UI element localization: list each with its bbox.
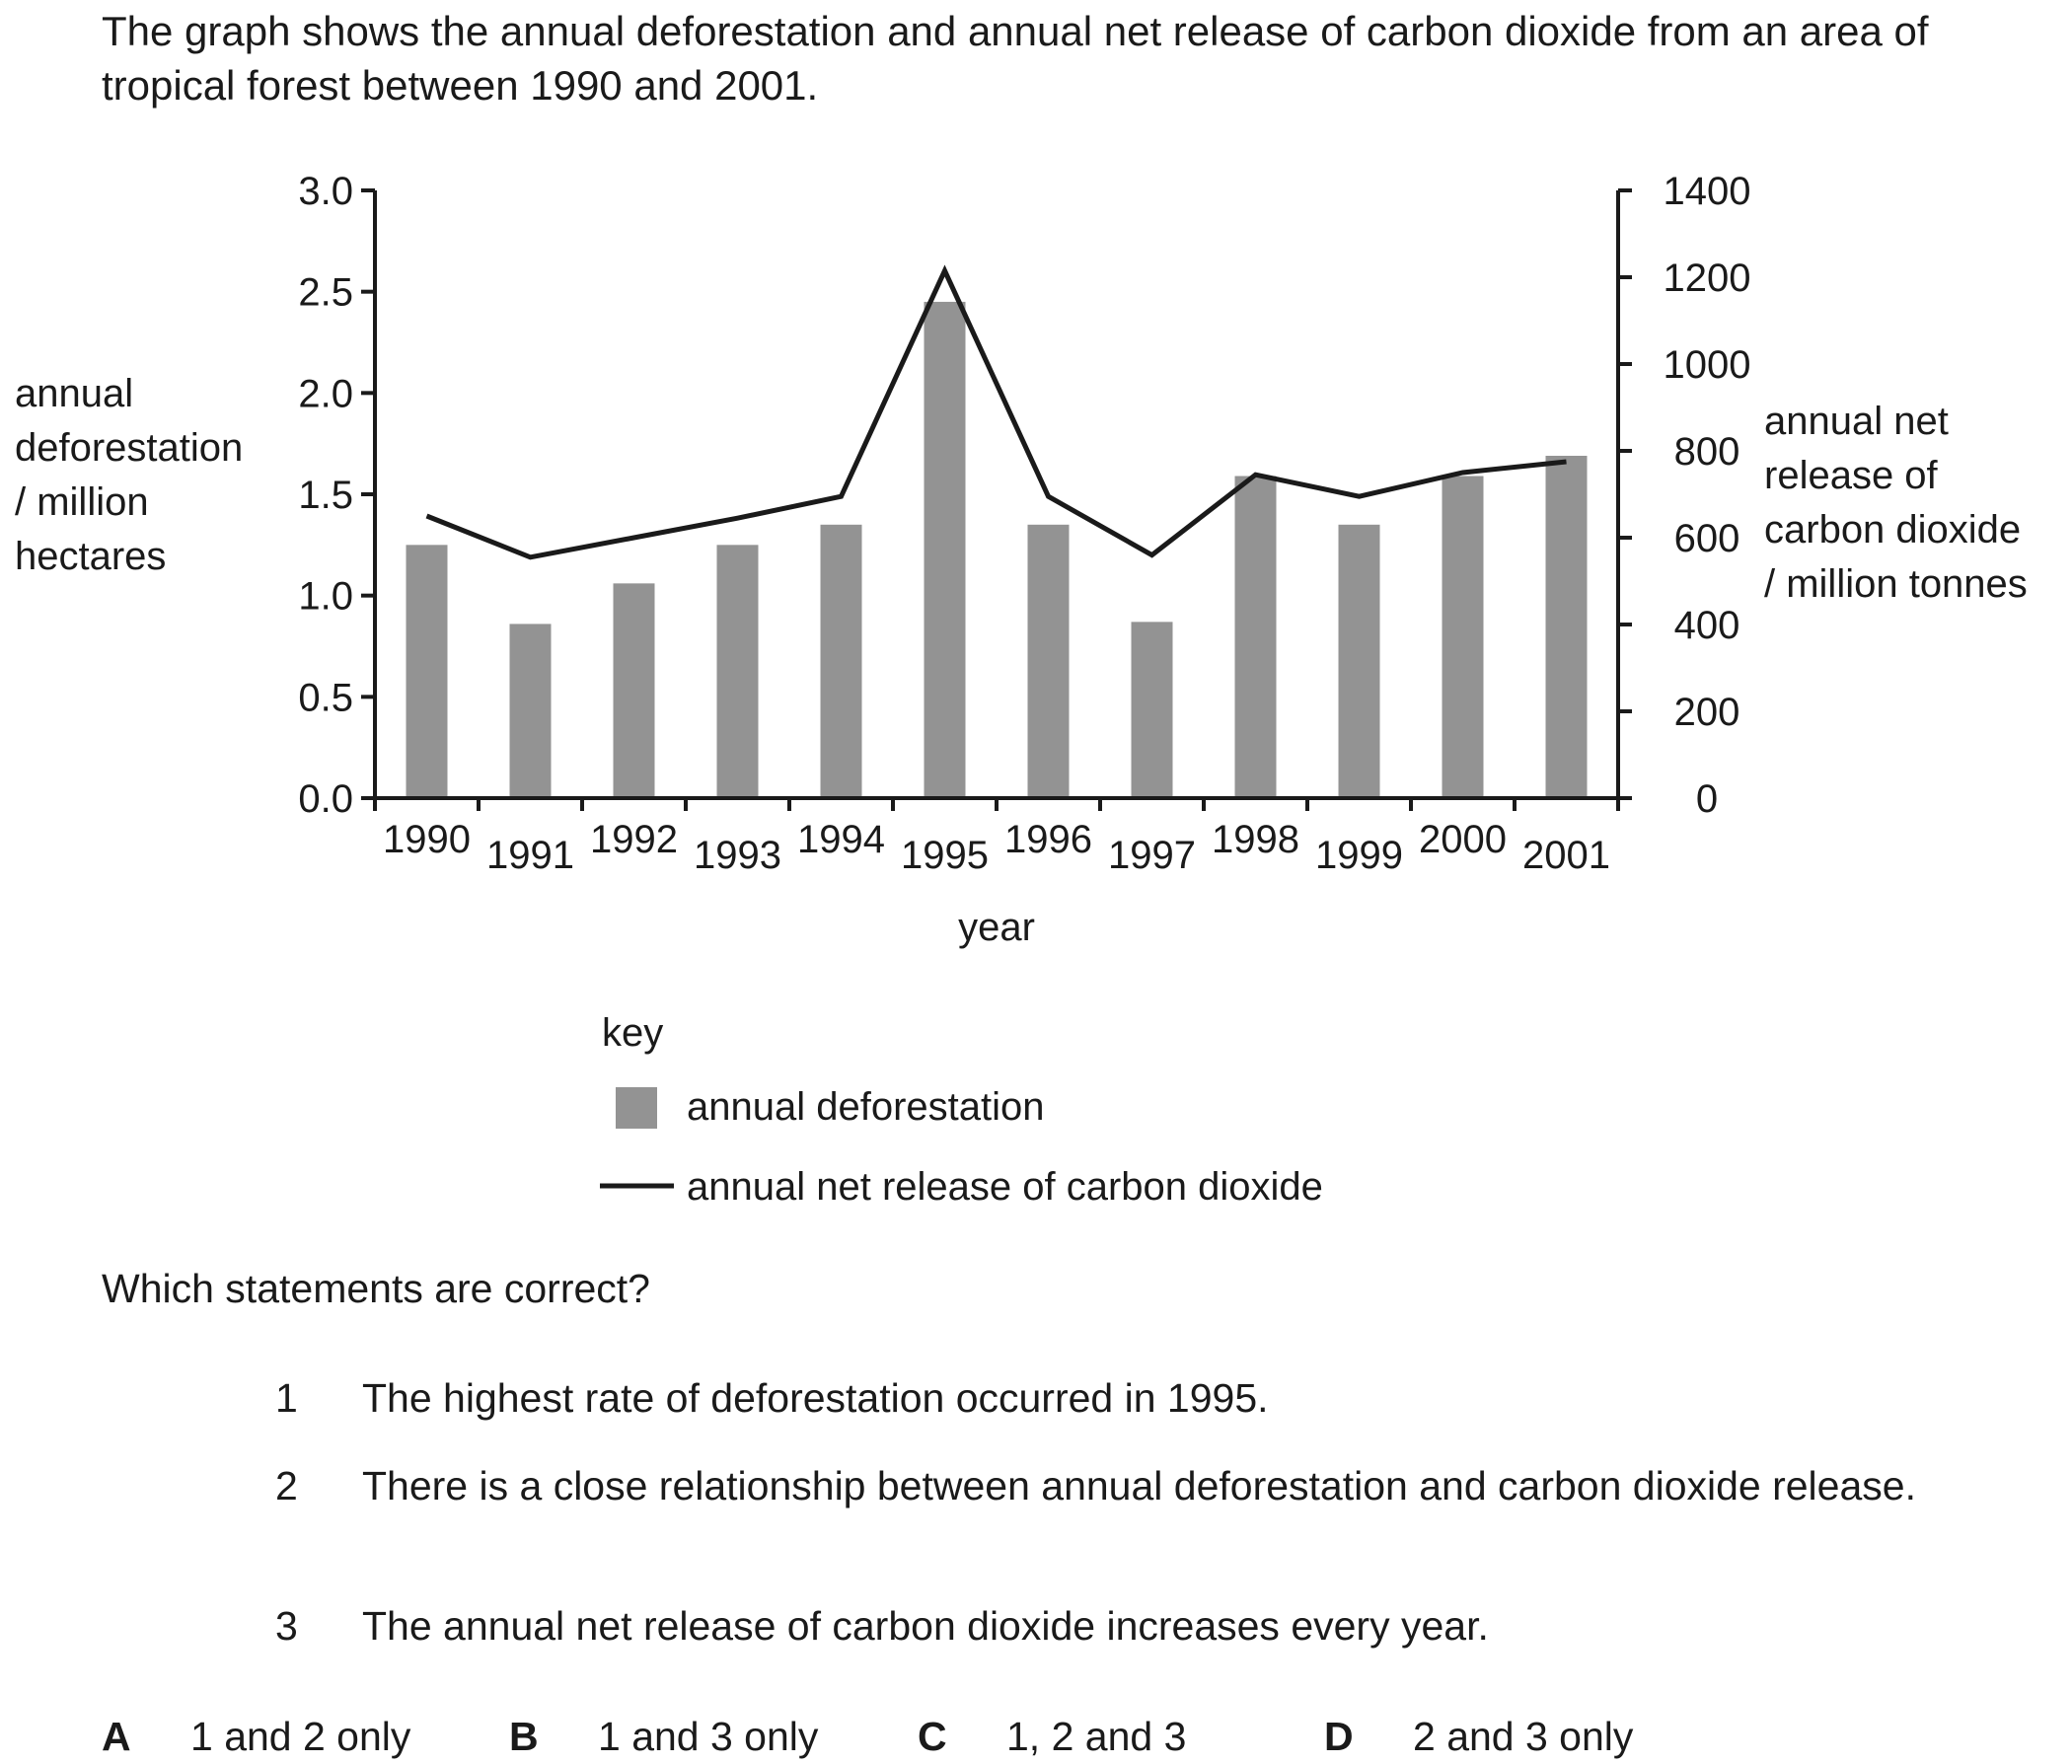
left-tick-label: 3.0 — [298, 170, 353, 213]
bar-1999 — [1339, 525, 1380, 798]
left-tick-label: 2.5 — [298, 271, 353, 315]
x-tick-label-1995: 1995 — [901, 834, 989, 877]
x-tick-label-1998: 1998 — [1212, 818, 1299, 861]
bar-1996 — [1028, 525, 1070, 798]
right-axis-title-line: carbon dioxide — [1764, 508, 2021, 551]
bar-1997 — [1132, 622, 1173, 798]
x-tick-label-1992: 1992 — [590, 818, 678, 861]
left-tick-label: 1.0 — [298, 575, 353, 619]
right-tick-label: 600 — [1674, 517, 1740, 560]
bar-1994 — [821, 525, 862, 798]
bar-1990 — [407, 545, 448, 798]
x-tick-label-1999: 1999 — [1315, 834, 1403, 877]
right-axis-title-line: release of — [1764, 454, 1939, 497]
bar-1992 — [614, 583, 655, 798]
x-tick-label-1996: 1996 — [1004, 818, 1092, 861]
bar-1995 — [925, 302, 966, 798]
bar-1993 — [717, 545, 759, 798]
bar-2001 — [1546, 456, 1588, 798]
statement-number: 3 — [275, 1599, 298, 1654]
statement-text: The highest rate of deforestation occurr… — [362, 1371, 2049, 1426]
x-tick-label-1993: 1993 — [694, 834, 781, 877]
x-axis-title: year — [958, 906, 1035, 949]
left-axis-title-line: hectares — [15, 535, 166, 578]
co2-release-line — [427, 270, 1567, 556]
labels-layer: 0.0 0.5 1.0 1.5 2.0 2.5 3.0 0 200 400 600 800 1000 12… — [15, 170, 2028, 949]
legend-line-label: annual net release of carbon dioxide — [687, 1165, 1323, 1209]
legend: key annual deforestation annual net releas… — [600, 1011, 1323, 1209]
bar-2000 — [1443, 477, 1484, 798]
statement-text: There is a close relationship between an… — [362, 1459, 2049, 1513]
right-tick-label: 0 — [1696, 777, 1718, 821]
x-tick-label-1991: 1991 — [486, 834, 574, 877]
right-tick-label: 1000 — [1664, 343, 1751, 387]
axes-layer — [361, 190, 1632, 811]
dual-axis-chart: 0.0 0.5 1.0 1.5 2.0 2.5 3.0 0 200 400 600 800 1000 12… — [0, 0, 2072, 1233]
x-tick-label-2000: 2000 — [1419, 818, 1507, 861]
statement-text: The annual net release of carbon dioxide… — [362, 1599, 2049, 1654]
right-tick-label: 400 — [1674, 604, 1740, 647]
statement-number: 2 — [275, 1459, 298, 1513]
right-axis-title-line: annual net — [1764, 400, 1949, 443]
left-axis-title-line: annual — [15, 372, 133, 415]
left-tick-label: 2.0 — [298, 372, 353, 415]
left-axis-title-line: deforestation — [15, 426, 243, 470]
key-title: key — [602, 1011, 663, 1055]
x-tick-label-2001: 2001 — [1522, 834, 1610, 877]
bar-1991 — [510, 624, 552, 798]
x-tick-label-1994: 1994 — [797, 818, 885, 861]
bars-layer — [407, 302, 1588, 798]
right-tick-label: 800 — [1674, 430, 1740, 474]
left-axis-title-line: / million — [15, 480, 149, 524]
left-tick-label: 1.5 — [298, 474, 353, 517]
legend-bar-swatch — [616, 1087, 657, 1129]
bar-1998 — [1235, 477, 1277, 798]
line-layer — [426, 270, 1566, 557]
right-tick-label: 200 — [1674, 691, 1740, 734]
right-tick-label: 1200 — [1664, 257, 1751, 300]
right-axis-title-line: / million tonnes — [1764, 562, 2028, 606]
left-tick-label: 0.5 — [298, 676, 353, 719]
right-tick-label: 1400 — [1664, 170, 1751, 213]
statement-number: 1 — [275, 1371, 298, 1426]
left-tick-label: 0.0 — [298, 777, 353, 821]
legend-bar-label: annual deforestation — [687, 1085, 1045, 1129]
question-text: Which statements are correct? — [102, 1266, 650, 1312]
x-tick-label-1997: 1997 — [1108, 834, 1196, 877]
x-tick-label-1990: 1990 — [383, 818, 471, 861]
